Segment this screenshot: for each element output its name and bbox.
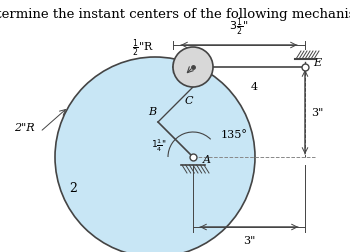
Text: $\frac{1}{2}$"R: $\frac{1}{2}$"R xyxy=(132,37,154,58)
Text: D: D xyxy=(180,67,189,77)
Text: E: E xyxy=(313,58,321,68)
Circle shape xyxy=(173,48,213,88)
Circle shape xyxy=(55,58,255,252)
Text: B: B xyxy=(148,107,156,116)
Text: 2"R: 2"R xyxy=(14,122,35,133)
Text: 4: 4 xyxy=(251,82,258,92)
Text: 2: 2 xyxy=(69,181,77,194)
Text: 135°: 135° xyxy=(221,130,248,139)
Text: 3": 3" xyxy=(311,108,323,117)
Text: 3: 3 xyxy=(192,71,197,79)
Text: A: A xyxy=(203,154,211,164)
Text: Determine the instant centers of the following mechanism.: Determine the instant centers of the fol… xyxy=(0,8,350,21)
Text: C: C xyxy=(185,96,193,106)
Text: $1\frac{1}{4}$": $1\frac{1}{4}$" xyxy=(152,137,168,153)
Text: 3": 3" xyxy=(243,235,255,245)
Text: $3\frac{1}{2}$": $3\frac{1}{2}$" xyxy=(229,16,249,38)
